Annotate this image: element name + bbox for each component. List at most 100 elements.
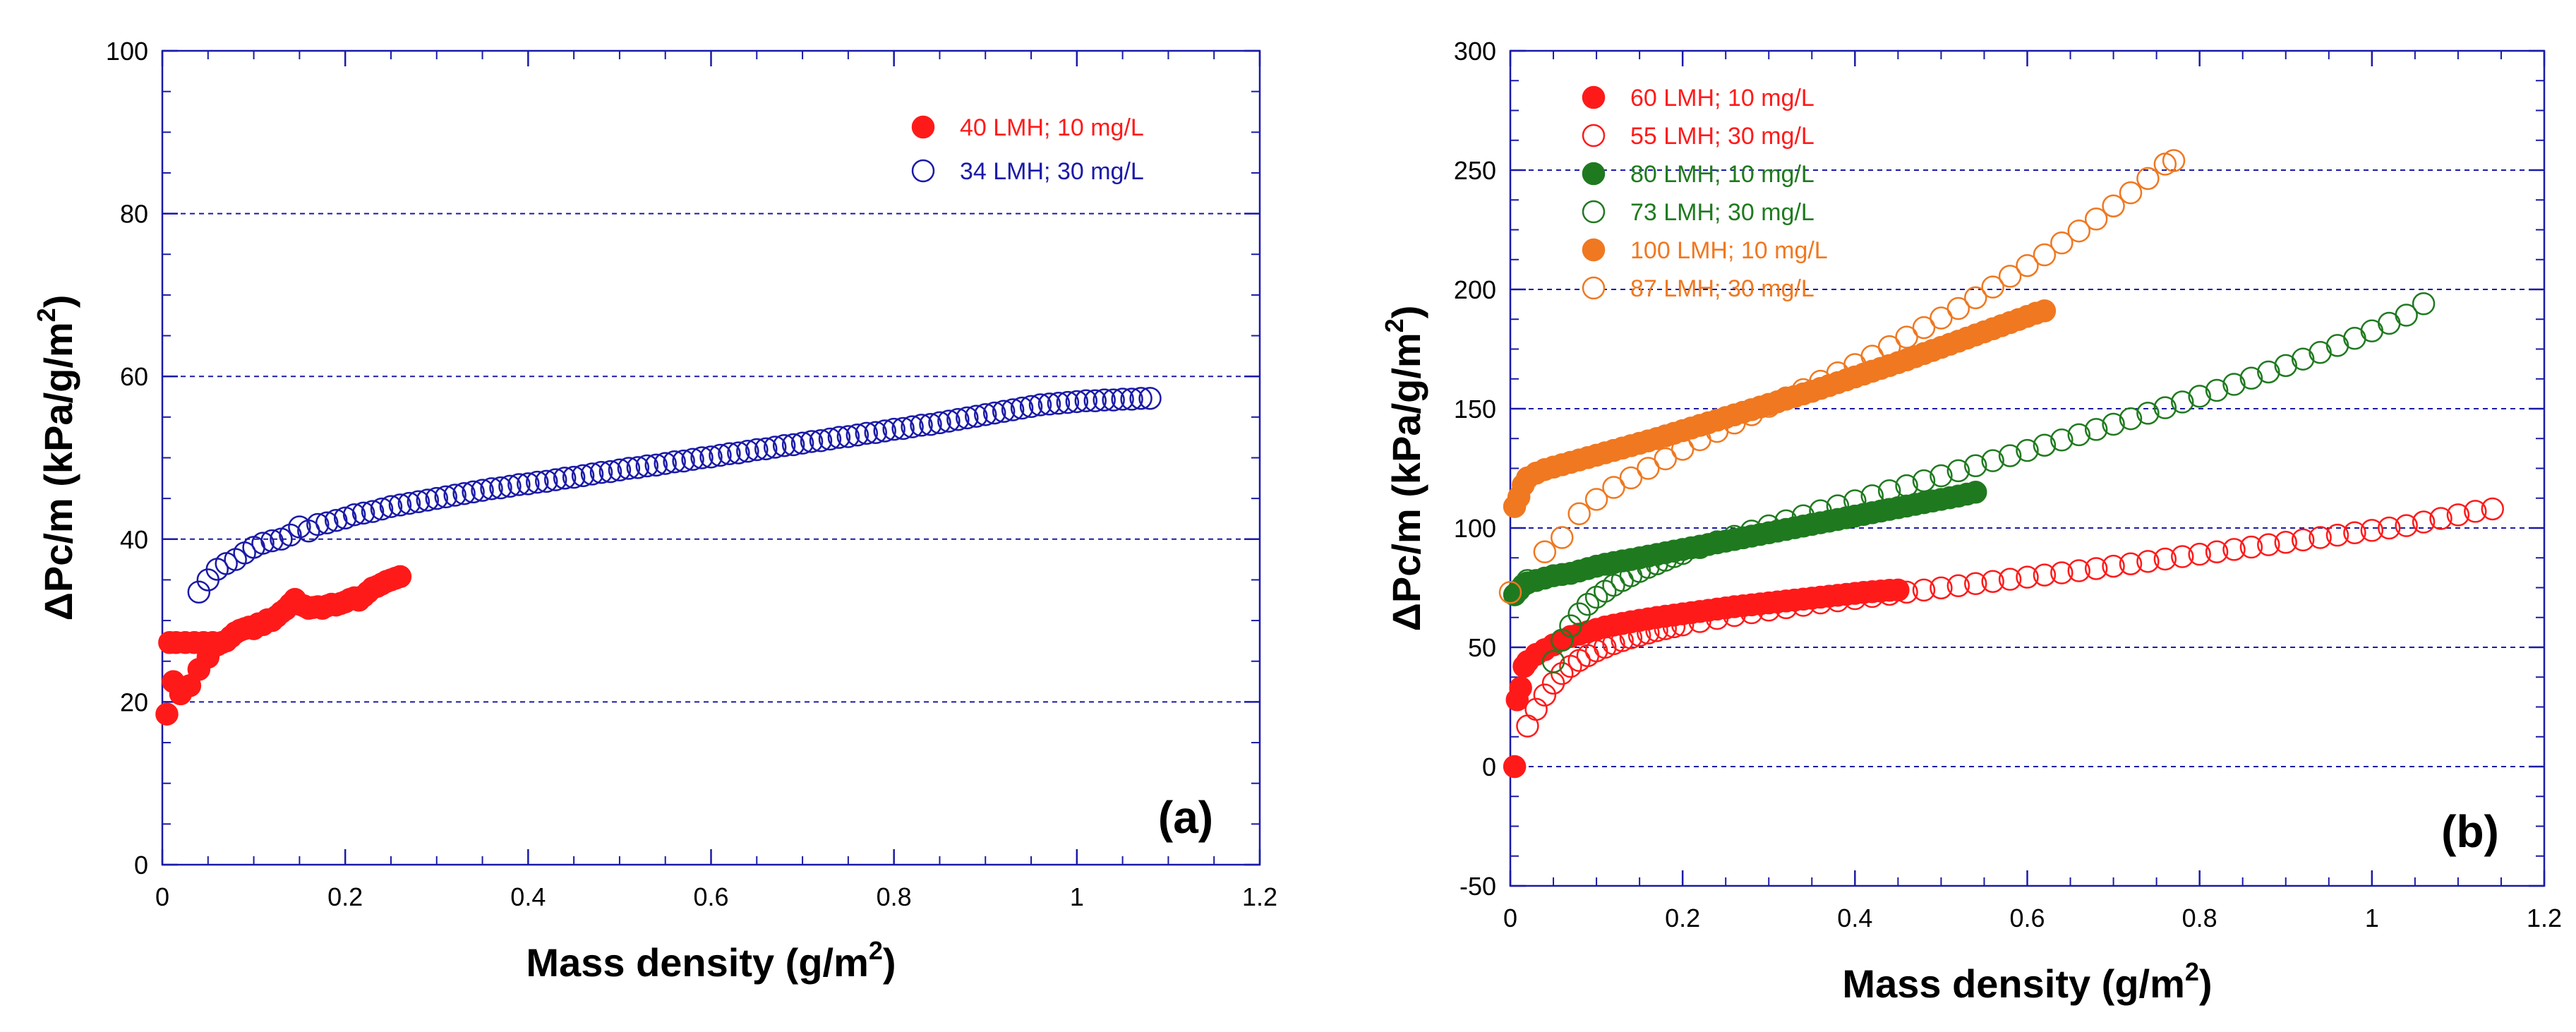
data-point <box>370 497 394 521</box>
data-point <box>1551 526 1574 549</box>
legend-label: 40 LMH; 10 mg/L <box>960 114 1144 141</box>
y-tick-label: 50 <box>1468 633 1496 662</box>
data-point <box>727 441 750 464</box>
data-point <box>1964 572 1987 596</box>
panel-label: (a) <box>1158 792 1213 843</box>
legend-marker <box>911 115 935 139</box>
data-point <box>2188 385 2211 408</box>
data-point <box>654 452 677 475</box>
data-point <box>2239 366 2263 390</box>
data-point <box>901 415 924 438</box>
data-point <box>1877 582 1901 606</box>
data-point <box>480 477 503 500</box>
data-point <box>379 495 403 518</box>
data-point <box>526 470 549 494</box>
legend-label: 100 LMH; 10 mg/L <box>1630 237 1828 264</box>
data-point <box>1602 476 1625 499</box>
y-axis-title: ΔPc/m (kPa/g/m2) <box>1380 306 1428 632</box>
data-point <box>2033 563 2057 587</box>
data-point <box>1998 444 2022 467</box>
data-point <box>873 419 896 443</box>
data-point <box>754 437 778 461</box>
data-point <box>2378 516 2401 540</box>
y-tick-label: 60 <box>120 362 148 391</box>
data-point <box>2084 557 2108 580</box>
data-point <box>2084 418 2108 441</box>
data-point <box>2102 194 2125 217</box>
data-point <box>2119 181 2143 205</box>
data-point <box>937 409 961 433</box>
data-point <box>1705 530 1729 553</box>
data-point <box>434 485 457 509</box>
x-tick-label: 0.6 <box>2009 904 2045 932</box>
data-point <box>324 509 348 532</box>
data-point <box>910 414 933 437</box>
data-point <box>388 493 412 517</box>
data-point <box>2067 423 2090 447</box>
x-axis-title-sup: 2 <box>869 936 883 965</box>
legend-marker <box>1582 238 1606 262</box>
data-point <box>2016 438 2039 462</box>
data-point <box>2360 519 2384 542</box>
data-point <box>1826 494 1850 517</box>
data-point <box>1671 613 1695 637</box>
data-point <box>982 401 1006 425</box>
data-point <box>416 488 440 512</box>
y-tick-label: 250 <box>1454 156 1496 185</box>
data-point <box>1791 504 1815 528</box>
y-axis-title: ΔPc/m (kPa/g/m2) <box>32 295 80 621</box>
data-point <box>1551 628 1574 652</box>
data-point <box>471 479 494 502</box>
data-point <box>718 442 741 465</box>
data-point <box>1740 601 1764 625</box>
x-axis-title-main: Mass density (g/m <box>1842 961 2184 1006</box>
data-point <box>1964 454 1987 478</box>
data-point <box>1826 589 1850 613</box>
data-point <box>2171 545 2194 568</box>
data-point <box>1637 457 1660 480</box>
data-point <box>1843 587 1867 611</box>
data-point <box>2136 167 2160 191</box>
data-point <box>388 565 412 589</box>
data-point <box>2067 219 2090 243</box>
data-point <box>155 702 179 726</box>
data-point <box>1074 389 1098 413</box>
data-point <box>462 480 485 504</box>
y-tick-label: 300 <box>1454 37 1496 66</box>
data-point <box>1981 275 2004 299</box>
y-tick-label: 0 <box>134 851 148 880</box>
data-point <box>2153 547 2177 571</box>
data-point <box>1930 306 1953 330</box>
data-point <box>571 464 595 488</box>
data-point <box>891 416 915 440</box>
data-point <box>1509 676 1532 700</box>
data-point <box>1093 388 1116 412</box>
data-point <box>2274 531 2297 554</box>
data-point <box>2481 497 2504 521</box>
data-point <box>781 433 805 457</box>
series-1 <box>1516 497 2504 738</box>
y-tick-label: 150 <box>1454 395 1496 424</box>
x-axis-title-sup: 2 <box>2185 957 2199 986</box>
data-point <box>1028 393 1052 416</box>
y-tick-label: 100 <box>1454 514 1496 543</box>
y-tick-label: 40 <box>120 525 148 554</box>
data-point <box>1757 514 1781 538</box>
data-point <box>1723 604 1746 628</box>
series-4 <box>1503 299 2057 518</box>
data-point <box>1877 479 1901 503</box>
data-point <box>690 446 714 469</box>
x-tick-label: 1 <box>2365 904 2379 932</box>
data-point <box>2102 412 2125 436</box>
chart-panel-a: 0 0.2 0.4 0.6 0.8 1 1.2 0 20 40 60 80 100 Mass densit… <box>32 37 1277 985</box>
data-point <box>2033 243 2057 267</box>
data-point <box>919 412 942 436</box>
data-point <box>1645 619 1668 642</box>
data-point <box>617 457 641 480</box>
data-point <box>2274 354 2297 378</box>
data-point <box>956 406 979 430</box>
x-axis-title: Mass density (g/m2) <box>1842 957 2212 1006</box>
data-point <box>1576 592 1600 616</box>
data-point <box>2291 528 2315 552</box>
data-point <box>1102 388 1125 412</box>
